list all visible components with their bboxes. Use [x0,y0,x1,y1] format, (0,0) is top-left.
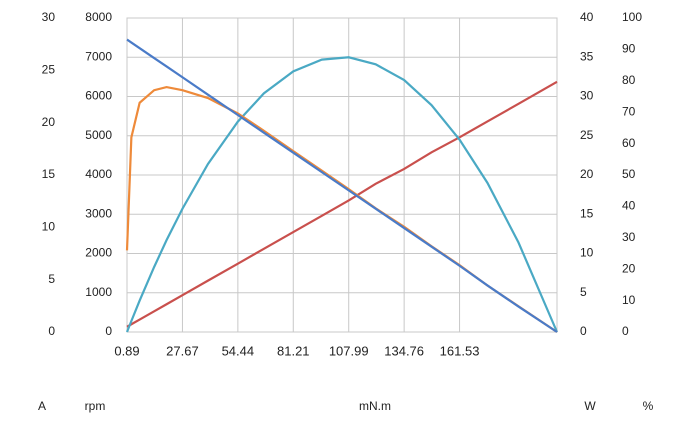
y-tick-label: 50 [622,167,636,181]
y-tick-label: 10 [622,293,636,307]
y-tick-label: 100 [622,10,642,24]
series-line [125,56,559,333]
y-tick-label: 25 [42,63,56,77]
x-tick-label: 54.44 [222,343,255,358]
y-tick-label: 40 [580,10,594,24]
x-tick-label: 107.99 [329,343,369,358]
y-tick-label: 0 [105,324,112,338]
y-tick-label: 30 [622,230,636,244]
series-line [126,38,558,333]
x-axis-label: mN.m [359,399,391,413]
y-tick-label: 0 [48,324,55,338]
y-tick-label: 20 [622,261,636,275]
x-tick-label: 81.21 [277,343,310,358]
y-tick-label: 7000 [85,49,112,63]
x-tick-label: 27.67 [166,343,199,358]
series-line [126,80,558,328]
y-tick-label: 3000 [85,206,112,220]
y-axis-label: rpm [85,399,106,413]
y-tick-label: 90 [622,42,636,56]
x-tick-label: 0.89 [114,343,139,358]
y-tick-label: 0 [622,324,629,338]
y-axis-label: W [584,399,596,413]
y-tick-label: 80 [622,73,636,87]
y-tick-label: 0 [580,324,587,338]
y-tick-label: 6000 [85,89,112,103]
y-tick-label: 8000 [85,10,112,24]
x-tick-label: 134.76 [384,343,424,358]
y-tick-label: 35 [580,49,594,63]
y-tick-label: 15 [42,167,56,181]
y-tick-label: 1000 [85,285,112,299]
y-tick-label: 30 [42,10,56,24]
y-tick-label: 70 [622,104,636,118]
y-tick-label: 5000 [85,128,112,142]
y-tick-label: 30 [580,89,594,103]
y-axis-label: A [38,399,46,413]
y-axis-label: % [643,399,654,413]
y-tick-label: 60 [622,136,636,150]
y-tick-label: 15 [580,206,594,220]
y-tick-label: 10 [580,246,594,260]
y-tick-label: 2000 [85,246,112,260]
y-tick-label: 25 [580,128,594,142]
y-tick-label: 5 [580,285,587,299]
y-tick-label: 20 [42,115,56,129]
y-tick-label: 4000 [85,167,112,181]
y-tick-label: 40 [622,199,636,213]
y-tick-label: 5 [48,272,55,286]
x-tick-label: 161.53 [440,343,480,358]
series-line [125,85,558,333]
y-tick-label: 20 [580,167,594,181]
y-tick-label: 10 [42,220,56,234]
